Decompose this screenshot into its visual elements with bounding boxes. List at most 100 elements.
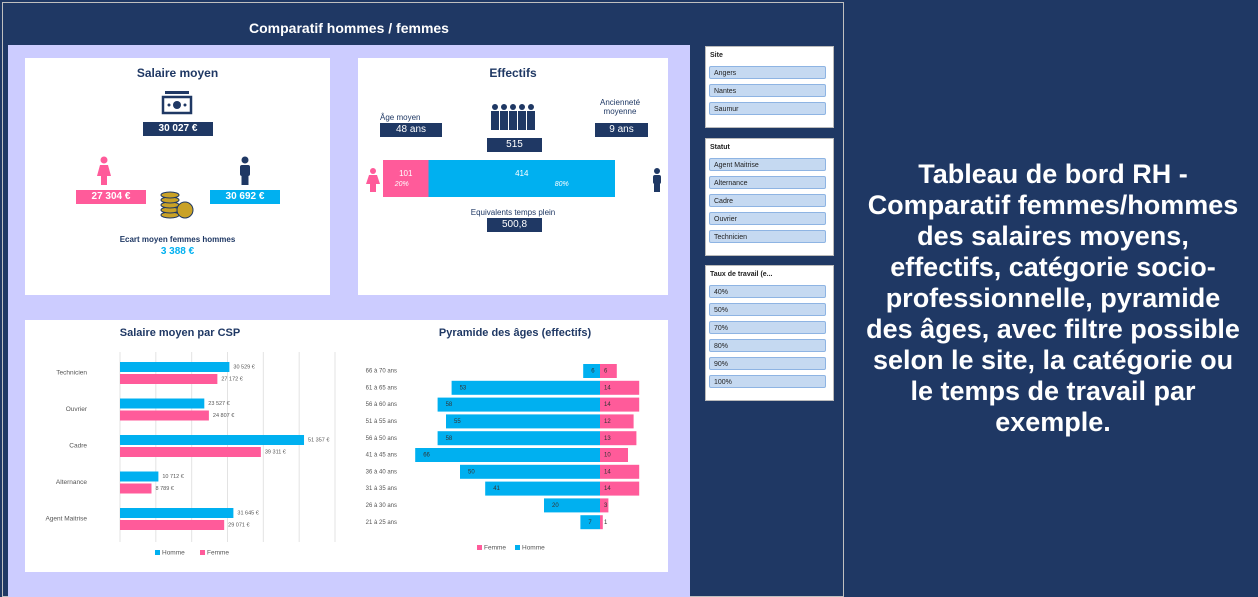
slicer-item[interactable]: Angers: [709, 66, 826, 79]
value-label: 1: [604, 520, 608, 526]
bar: [544, 498, 600, 513]
value-label: 58: [446, 436, 453, 442]
value-label: 41: [493, 486, 500, 492]
bar: [600, 431, 637, 446]
money-icon: [161, 91, 193, 115]
bar: [600, 448, 628, 462]
female-icon: [97, 156, 111, 185]
slicer-item[interactable]: Agent Maitrise: [709, 158, 826, 171]
legend-label: Homme: [162, 550, 185, 557]
slicer-item[interactable]: Alternance: [709, 176, 826, 189]
value-label: 30 529 €: [233, 364, 254, 370]
coins-icon: [160, 191, 194, 219]
category-label: 36 à 40 ans: [366, 469, 397, 475]
bar: [600, 464, 640, 479]
category-label: 66 à 70 ans: [366, 369, 397, 375]
slicer-item[interactable]: Saumur: [709, 102, 826, 115]
value-label: 10: [604, 453, 611, 459]
value-label: 55: [454, 419, 461, 425]
value-label: 31 645 €: [237, 510, 258, 516]
value-label: 3: [604, 503, 608, 509]
legend-label: Homme: [522, 545, 545, 552]
category-label: 56 à 50 ans: [366, 436, 397, 442]
bar: [120, 447, 261, 457]
bar: [415, 448, 600, 462]
bar: [120, 520, 225, 530]
split-segment: [383, 160, 429, 197]
slicer-title: Statut: [710, 144, 730, 151]
slicer-item[interactable]: Technicien: [709, 230, 826, 243]
slicer-title: Site: [710, 52, 723, 59]
category-label: 41 à 45 ans: [366, 453, 397, 459]
bar: [120, 362, 230, 372]
headcount-title: Effectifs: [489, 66, 537, 80]
category-label: 51 à 55 ans: [366, 419, 397, 425]
bar: [120, 471, 159, 482]
slicer-item[interactable]: Cadre: [709, 194, 826, 207]
value-label: 14: [604, 486, 611, 492]
slicer-item[interactable]: 100%: [709, 375, 826, 388]
category-label: Cadre: [69, 443, 87, 450]
bar: [451, 380, 600, 395]
salary-average: 30 027 €: [143, 122, 213, 136]
category-label: Alternance: [56, 479, 87, 486]
bar: [120, 374, 218, 384]
slicer-item[interactable]: 70%: [709, 321, 826, 334]
value-label: 6: [591, 369, 595, 375]
slicer-title: Taux de travail (e...: [710, 271, 773, 278]
male-icon: [653, 168, 661, 192]
seniority-value: 9 ans: [595, 123, 648, 137]
category-label: Agent Maitrise: [45, 516, 87, 523]
slicer-item[interactable]: Ouvrier: [709, 212, 826, 225]
split-share: 20%: [394, 181, 409, 188]
bar: [600, 414, 634, 429]
bar: [446, 414, 600, 429]
split-share: 80%: [555, 181, 569, 188]
female-icon: [366, 168, 380, 192]
bar: [437, 431, 600, 446]
bar: [120, 508, 234, 518]
value-label: 14: [604, 402, 611, 408]
category-label: 21 à 25 ans: [366, 520, 397, 526]
slicer-item[interactable]: 80%: [709, 339, 826, 352]
bar: [600, 515, 603, 530]
bar: [485, 481, 600, 496]
value-label: 58: [446, 402, 453, 408]
split-value: 101: [399, 169, 413, 178]
bar: [120, 398, 205, 409]
description-panel: Tableau de bord RH - Comparatif femmes/h…: [848, 0, 1258, 597]
chart-title: Pyramide des âges (effectifs): [439, 327, 592, 339]
slicer-item[interactable]: Nantes: [709, 84, 826, 97]
gap-value: 3 388 €: [160, 246, 195, 257]
bar: [583, 364, 600, 378]
category-label: 31 à 35 ans: [366, 486, 397, 492]
value-label: 66: [423, 453, 430, 459]
bar: [580, 515, 600, 530]
header-title: Comparatif hommes / femmes: [249, 20, 449, 36]
charts-card: Salaire moyen par CSP Technicien 30 529 € 2…: [25, 320, 668, 572]
people-icon: [491, 104, 535, 130]
value-label: 27 172 €: [221, 376, 242, 382]
bar: [600, 481, 640, 496]
split-segment: [428, 160, 615, 197]
salary-men: 30 692 €: [210, 190, 280, 204]
description: Tableau de bord RH - Comparatif femmes/h…: [866, 159, 1240, 437]
slicer: Site Angers Nantes Saumur: [705, 46, 834, 128]
slicer-item[interactable]: 90%: [709, 357, 826, 370]
male-icon: [240, 156, 250, 185]
age-label: Âge moyen: [380, 113, 421, 122]
slicer: Taux de travail (e... 40% 50% 70% 80% 90% 100%: [705, 265, 834, 401]
salary-title: Salaire moyen: [136, 66, 219, 80]
slicer-item[interactable]: 50%: [709, 303, 826, 316]
value-label: 50: [468, 469, 475, 475]
value-label: 13: [604, 436, 611, 442]
value-label: 12: [604, 419, 611, 425]
value-label: 23 527 €: [208, 401, 229, 407]
slicer-item[interactable]: 40%: [709, 285, 826, 298]
bar: [600, 498, 609, 513]
value-label: 29 071 €: [228, 522, 249, 528]
category-label: 61 à 65 ans: [366, 385, 397, 391]
split-value: 414: [515, 169, 529, 178]
category-label: Ouvrier: [66, 406, 88, 413]
value-label: 8 789 €: [155, 486, 173, 492]
